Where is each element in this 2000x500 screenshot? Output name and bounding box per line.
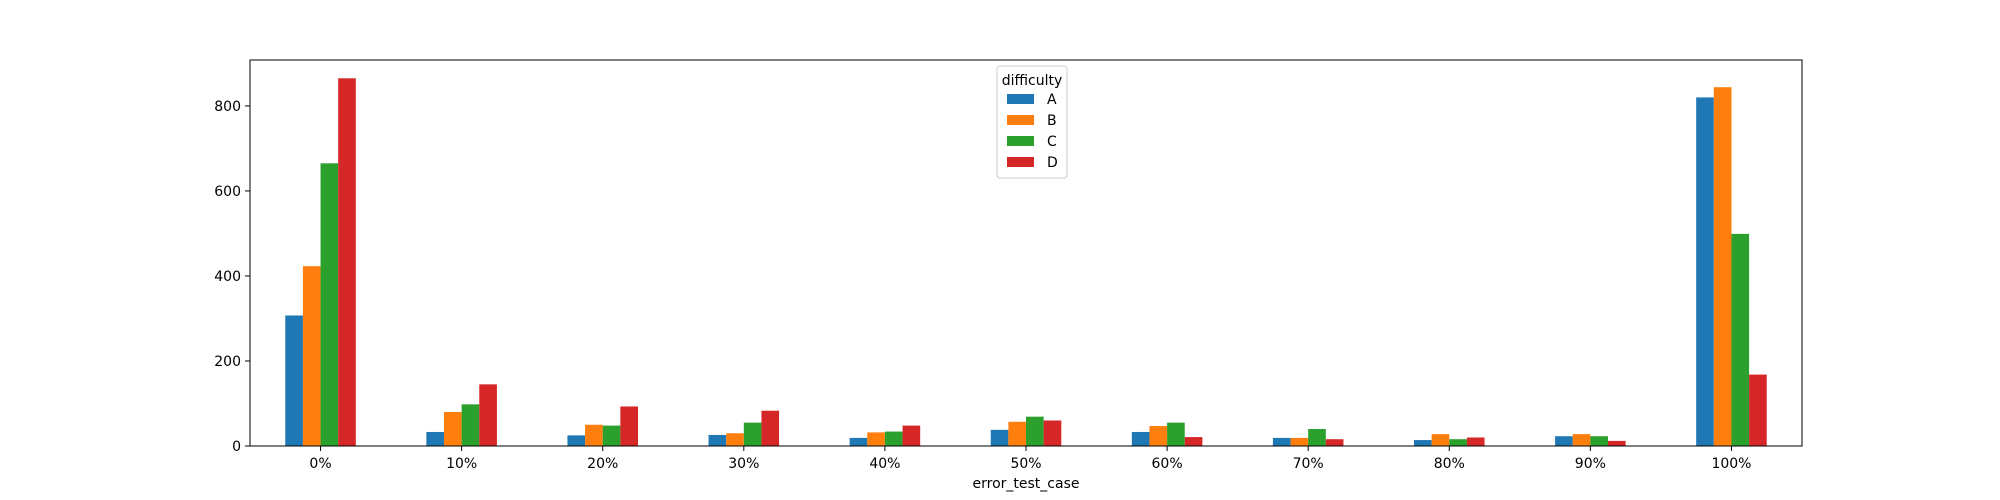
bar-B-80%	[1431, 434, 1450, 446]
bar-C-0%	[320, 163, 339, 447]
bar-D-90%	[1608, 440, 1626, 446]
bar-C-20%	[602, 425, 621, 446]
legend-label-A: A	[1047, 92, 1057, 108]
x-tick-label: 100%	[1711, 456, 1751, 472]
bar-B-100%	[1713, 87, 1732, 447]
legend-swatch-C	[1007, 136, 1034, 146]
bar-A-90%	[1555, 436, 1573, 446]
bar-B-10%	[444, 411, 462, 446]
x-tick-label: 10%	[446, 456, 477, 472]
legend-label-C: C	[1047, 134, 1057, 150]
bar-C-60%	[1167, 422, 1185, 446]
x-tick-label: 60%	[1152, 456, 1183, 472]
x-tick-label: 90%	[1575, 456, 1606, 472]
bar-A-0%	[285, 315, 303, 446]
bar-D-10%	[479, 384, 497, 446]
bar-D-40%	[902, 425, 921, 446]
bar-A-80%	[1414, 440, 1432, 446]
bar-A-50%	[990, 429, 1009, 446]
x-tick-label: 70%	[1293, 456, 1324, 472]
legend-title: difficulty	[1002, 73, 1063, 89]
bar-B-30%	[726, 433, 744, 446]
bar-A-20%	[567, 435, 586, 446]
bar-B-90%	[1572, 434, 1591, 446]
bar-B-40%	[867, 432, 885, 446]
bar-A-10%	[426, 431, 444, 446]
y-tick-label: 400	[214, 269, 241, 285]
x-tick-label: 0%	[309, 456, 331, 472]
y-tick-label: 600	[214, 184, 241, 200]
bar-A-30%	[708, 434, 727, 446]
legend-swatch-B	[1007, 115, 1034, 125]
legend-swatch-D	[1007, 157, 1034, 167]
bar-B-70%	[1290, 437, 1309, 446]
bar-C-40%	[884, 431, 903, 446]
bar-C-90%	[1590, 436, 1608, 446]
y-tick-label: 800	[214, 99, 241, 115]
bar-D-80%	[1466, 437, 1485, 446]
bar-C-100%	[1731, 233, 1750, 446]
legend-label-B: B	[1047, 113, 1057, 129]
bar-D-0%	[338, 78, 356, 446]
y-tick-label: 200	[214, 354, 241, 370]
bar-C-30%	[743, 422, 762, 446]
bar-D-50%	[1043, 420, 1062, 446]
bar-B-60%	[1149, 426, 1168, 446]
bar-D-70%	[1325, 439, 1344, 446]
x-tick-label: 50%	[1010, 456, 1041, 472]
y-axis: 0 200 400 600 800	[214, 99, 250, 455]
bar-C-80%	[1449, 439, 1467, 446]
bar-D-20%	[620, 406, 638, 446]
bars-layer	[285, 78, 1767, 447]
bar-B-20%	[585, 424, 603, 446]
legend-swatch-A	[1007, 94, 1034, 104]
bar-A-70%	[1272, 437, 1291, 446]
bar-C-70%	[1308, 429, 1326, 446]
bar-B-50%	[1008, 421, 1026, 446]
bar-C-50%	[1026, 416, 1044, 446]
x-tick-label: 40%	[869, 456, 900, 472]
y-tick-label: 0	[232, 439, 241, 455]
bar-C-10%	[461, 404, 480, 446]
x-tick-label: 30%	[728, 456, 759, 472]
bar-D-60%	[1184, 437, 1203, 446]
bar-B-0%	[302, 266, 321, 446]
x-tick-label: 80%	[1434, 456, 1465, 472]
bar-A-40%	[849, 437, 868, 446]
bar-A-60%	[1131, 431, 1150, 446]
bar-D-30%	[761, 410, 780, 446]
x-axis-title: error_test_case	[973, 476, 1080, 492]
x-axis: 0% 10% 20% 30% 40% 50% 60% 70% 80% 90% 100%	[309, 446, 1751, 472]
bar-A-100%	[1696, 97, 1714, 446]
x-tick-label: 20%	[587, 456, 618, 472]
bar-D-100%	[1749, 374, 1767, 446]
legend-label-D: D	[1047, 155, 1058, 171]
